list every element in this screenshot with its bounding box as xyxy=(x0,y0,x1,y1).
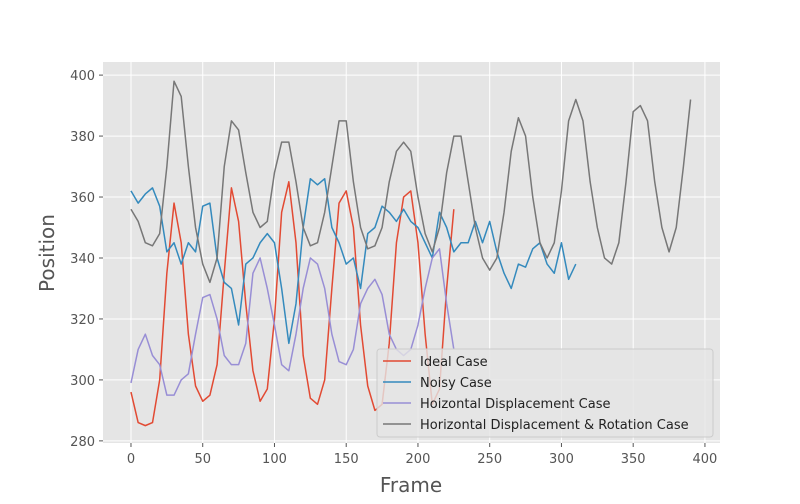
y-tick-label: 300 xyxy=(70,374,95,389)
legend-label: Hoizontal Displacement Case xyxy=(420,397,610,412)
series-line xyxy=(130,80,692,284)
legend-label: Noisy Case xyxy=(420,376,492,391)
x-tick-label: 300 xyxy=(549,452,574,467)
y-tick-label: 340 xyxy=(70,252,95,267)
x-tick-label: 250 xyxy=(477,452,502,467)
x-axis-label: Frame xyxy=(380,473,442,497)
legend-box xyxy=(376,348,714,438)
series-line xyxy=(130,177,577,345)
x-tick-label: 0 xyxy=(127,452,135,467)
x-tick-label: 50 xyxy=(194,452,211,467)
y-tick-label: 400 xyxy=(70,69,95,84)
series-line xyxy=(130,181,455,427)
y-tick-label: 280 xyxy=(70,435,95,450)
legend-label: Horizontal Displacement & Rotation Case xyxy=(420,418,689,433)
y-tick-label: 380 xyxy=(70,130,95,145)
x-tick-label: 100 xyxy=(262,452,287,467)
x-tick-label: 400 xyxy=(693,452,718,467)
x-tick-label: 350 xyxy=(621,452,646,467)
y-axis-label: Position xyxy=(35,214,59,292)
y-tick-label: 360 xyxy=(70,191,95,206)
x-tick-label: 150 xyxy=(334,452,359,467)
y-tick-label: 320 xyxy=(70,313,95,328)
x-tick-label: 200 xyxy=(406,452,431,467)
legend-label: Ideal Case xyxy=(420,355,488,370)
